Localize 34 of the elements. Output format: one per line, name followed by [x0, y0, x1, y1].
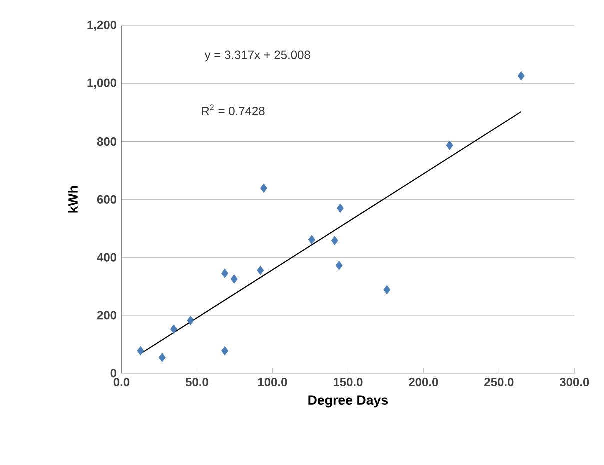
x-tick-label: 250.0: [484, 378, 514, 387]
point: [308, 235, 316, 244]
x-tick-label: 150.0: [334, 378, 363, 387]
point: [260, 184, 268, 193]
y-tick-label: 800: [97, 138, 117, 146]
y-tick-label: 1,200: [88, 20, 117, 32]
x-tick-label: 300.0: [560, 378, 590, 387]
y-tick-label: 400: [97, 253, 117, 262]
point: [331, 236, 338, 246]
annotation: R$^{2}$ = 0.7428: [202, 104, 265, 116]
x-tick-label: 100.0: [258, 378, 288, 387]
point: [384, 285, 391, 295]
point: [446, 141, 454, 150]
point: [336, 261, 343, 270]
x-tick-label: 0.0: [114, 378, 130, 387]
point: [187, 316, 194, 326]
point: [158, 353, 166, 362]
point: [230, 274, 238, 284]
annotation: y = 3.317x + 25.008: [204, 50, 310, 62]
x-axis-title: Degree Days: [308, 396, 388, 408]
y-tick-label: 1,000: [88, 78, 117, 90]
y-tick-label: 0: [110, 369, 117, 378]
point: [170, 324, 178, 334]
point: [137, 346, 144, 356]
y-tick-label: 200: [97, 311, 117, 320]
y-tick-label: 600: [97, 195, 117, 204]
x-tick-label: 200.0: [409, 378, 438, 387]
point: [222, 268, 228, 278]
x-tick-label: 50.0: [186, 378, 208, 387]
point: [337, 204, 344, 213]
point: [222, 346, 228, 356]
point: [257, 266, 264, 276]
y-axis-title: kWh: [68, 186, 78, 213]
point: [518, 72, 525, 81]
